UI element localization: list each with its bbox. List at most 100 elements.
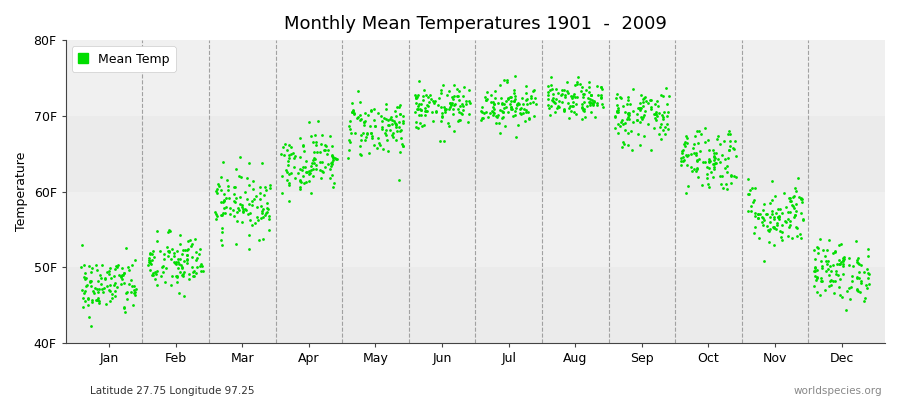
Point (687, 150, 701, 156)
Point (701, 180, 716, 187)
Point (247, 196, 261, 202)
Point (304, 163, 319, 169)
Point (518, 106, 532, 112)
Point (638, 108, 652, 114)
Point (156, 269, 170, 275)
Point (280, 176, 294, 183)
Point (662, 93, 676, 99)
Point (741, 190, 755, 197)
Point (621, 94, 635, 100)
Point (635, 96, 650, 102)
Point (785, 235, 799, 242)
Point (324, 160, 338, 167)
Point (324, 158, 338, 165)
Point (343, 126, 357, 132)
Point (312, 149, 327, 156)
Point (310, 118, 325, 124)
Point (569, 101, 583, 108)
Point (621, 142, 635, 149)
Point (771, 214, 786, 221)
Point (388, 108, 402, 114)
Point (309, 166, 323, 173)
Point (489, 112, 503, 119)
Point (371, 110, 385, 116)
Point (545, 91, 560, 97)
Point (821, 258, 835, 264)
Point (459, 101, 473, 108)
Point (293, 178, 308, 184)
Point (358, 137, 373, 143)
Point (148, 269, 163, 276)
Point (724, 180, 739, 186)
Point (91, 296, 105, 303)
Point (636, 114, 651, 120)
Point (502, 93, 517, 100)
Point (760, 227, 775, 233)
Point (780, 209, 795, 215)
Point (690, 139, 705, 146)
Point (379, 116, 393, 122)
Point (85, 297, 99, 303)
Point (171, 256, 185, 262)
Point (110, 264, 124, 270)
Point (302, 171, 316, 177)
Point (392, 177, 406, 183)
Point (236, 209, 250, 216)
Point (389, 120, 403, 127)
Point (385, 132, 400, 138)
Point (783, 198, 797, 204)
Point (435, 110, 449, 116)
Point (713, 173, 727, 180)
Point (706, 156, 721, 163)
Point (655, 112, 670, 118)
Point (742, 191, 757, 198)
Point (220, 183, 235, 189)
Point (496, 109, 510, 116)
Point (174, 262, 188, 269)
Point (119, 289, 133, 296)
Point (374, 124, 389, 130)
Point (180, 238, 194, 244)
Point (412, 101, 427, 107)
Point (308, 132, 322, 138)
Point (315, 132, 329, 138)
Point (613, 123, 627, 129)
Point (76, 290, 91, 296)
Point (228, 199, 242, 206)
Point (680, 153, 694, 159)
Point (480, 96, 494, 102)
Point (146, 270, 160, 276)
Point (215, 229, 230, 236)
Point (641, 100, 655, 106)
Point (414, 107, 428, 114)
Point (413, 112, 428, 118)
Point (322, 166, 337, 173)
Point (565, 95, 580, 101)
Text: Latitude 27.75 Longitude 97.25: Latitude 27.75 Longitude 97.25 (90, 386, 255, 396)
Point (426, 98, 440, 104)
Point (193, 262, 207, 269)
Point (90, 297, 104, 304)
Point (116, 272, 130, 278)
Point (513, 106, 527, 112)
Point (121, 288, 135, 295)
Point (656, 116, 670, 122)
Point (104, 287, 118, 294)
Point (445, 94, 459, 100)
Point (342, 137, 356, 144)
Point (724, 142, 738, 149)
Point (127, 287, 141, 293)
Point (778, 218, 793, 225)
Point (149, 268, 164, 275)
Point (584, 108, 598, 115)
Point (364, 108, 379, 114)
Point (652, 110, 666, 116)
Point (80, 302, 94, 308)
Point (410, 100, 424, 106)
Point (693, 148, 707, 154)
Point (564, 108, 579, 114)
Point (429, 108, 444, 114)
Point (577, 99, 591, 106)
Point (230, 195, 244, 202)
Point (91, 278, 105, 284)
